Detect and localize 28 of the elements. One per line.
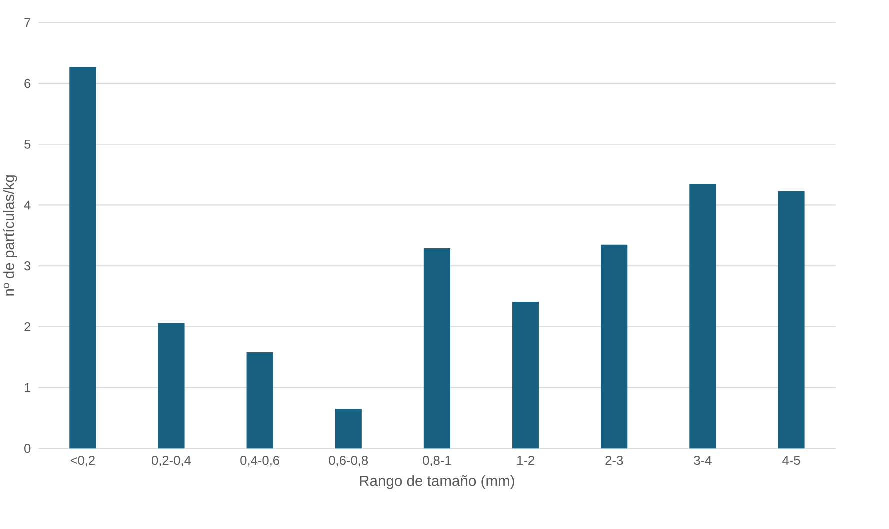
y-tick-label: 4 — [24, 200, 31, 210]
x-tick-label: <0,2 — [70, 456, 95, 467]
bar — [335, 409, 362, 449]
bar — [690, 184, 716, 449]
x-axis-title: Rango de tamaño (mm) — [360, 475, 514, 490]
y-tick-label: 3 — [24, 262, 31, 271]
x-tick-label: 1-2 — [517, 456, 534, 466]
x-tick-label: 3-4 — [694, 456, 712, 466]
y-tick-label: 5 — [24, 140, 31, 150]
x-tick-label: 4-5 — [782, 456, 800, 466]
bar — [601, 244, 628, 449]
x-tick-label: 0,4-0,6 — [240, 456, 280, 467]
y-axis-title: nº de partículas/kg — [3, 176, 18, 296]
x-tick-label: 0,6-0,8 — [329, 456, 368, 467]
bar — [158, 323, 185, 449]
y-tick-label: 7 — [24, 18, 31, 28]
x-tick-label: 2-3 — [606, 456, 624, 466]
bar — [424, 248, 450, 449]
y-tick-label: 0 — [24, 444, 31, 454]
bar — [70, 67, 96, 449]
bar — [246, 352, 274, 449]
x-tick-label: 0,2-0,4 — [152, 456, 192, 467]
x-tick-label: 0,8-1 — [423, 456, 452, 467]
y-tick-label: 1 — [25, 383, 31, 392]
bar — [778, 191, 805, 449]
bar — [512, 302, 540, 449]
y-tick-label: 2 — [24, 322, 31, 332]
y-tick-label: 6 — [24, 79, 31, 88]
